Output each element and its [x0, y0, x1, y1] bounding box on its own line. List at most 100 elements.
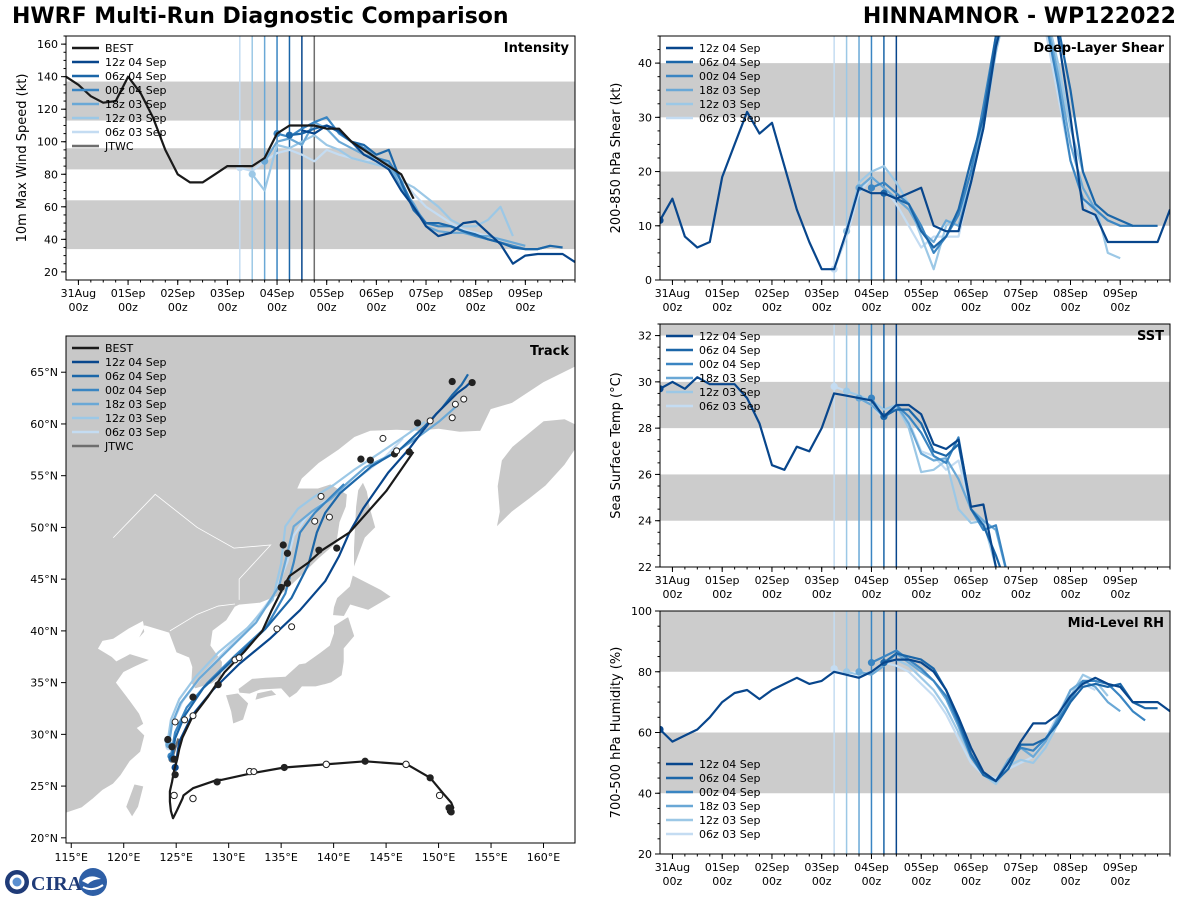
sst-xtick-date: 06Sep — [954, 574, 989, 587]
shear-xtick-date: 31Aug — [655, 287, 690, 300]
track-best-position — [405, 448, 413, 456]
intensity-legend-label-r12z04: 12z 04 Sep — [105, 56, 167, 69]
intensity-xtick-date: 01Sep — [111, 287, 146, 300]
shear-xtick-hour: 00z — [812, 301, 832, 314]
rh-legend-label-r12z03: 12z 03 Sep — [699, 814, 761, 827]
rh-xtick-date: 06Sep — [954, 861, 989, 874]
track-legend-label-r18z03: 18z 03 Sep — [105, 398, 167, 411]
track-ytick-label: 45°N — [30, 573, 58, 586]
track-forecast-position — [426, 417, 434, 425]
intensity-xtick-hour: 00z — [366, 301, 386, 314]
track-panel-title: Track — [530, 344, 569, 359]
track-legend-label-r06z04: 06z 04 Sep — [105, 370, 167, 383]
track-ytick-label: 40°N — [30, 625, 58, 638]
rh-xtick-date: 03Sep — [804, 861, 839, 874]
shear-xtick-date: 02Sep — [755, 287, 790, 300]
shear-panel-title: Deep-Layer Shear — [1033, 41, 1164, 56]
track-xtick-label: 150°E — [422, 851, 455, 864]
rh-ytick-label: 40 — [638, 787, 652, 800]
track-best-position — [315, 546, 323, 554]
sst-series-r12z04 — [660, 376, 998, 567]
rh-xtick-hour: 00z — [961, 875, 981, 888]
track-forecast-position — [393, 447, 401, 455]
sst-xtick-hour: 00z — [862, 588, 882, 601]
sst-xtick-hour: 00z — [712, 588, 732, 601]
rh-xtick-date: 09Sep — [1103, 861, 1138, 874]
rh-xtick-hour: 00z — [762, 875, 782, 888]
track-series-best — [168, 451, 455, 820]
intensity-xtick-hour: 00z — [217, 301, 237, 314]
shear-xtick-date: 04Sep — [854, 287, 889, 300]
sst-legend-label-r18z03: 18z 03 Sep — [699, 372, 761, 385]
track-ytick-label: 55°N — [30, 470, 58, 483]
track-ytick-label: 35°N — [30, 677, 58, 690]
sst-xtick-hour: 00z — [1011, 588, 1031, 601]
track-ytick-label: 60°N — [30, 418, 58, 431]
shear-xtick-date: 03Sep — [804, 287, 839, 300]
track-forecast-position — [250, 768, 258, 776]
sst-xtick-date: 07Sep — [1003, 574, 1038, 587]
track-forecast-position — [171, 718, 179, 726]
intensity-xtick-hour: 00z — [118, 301, 138, 314]
intensity-xtick-hour: 00z — [69, 301, 89, 314]
intensity-xtick-date: 03Sep — [210, 287, 245, 300]
track-best-position — [357, 455, 365, 463]
track-legend-label-r00z04: 00z 04 Sep — [105, 384, 167, 397]
intensity-legend-label-r06z03: 06z 03 Sep — [105, 126, 167, 139]
track-forecast-position — [189, 712, 197, 720]
track-best-position — [448, 377, 456, 386]
shear-xtick-date: 09Sep — [1103, 287, 1138, 300]
track-best-position — [283, 549, 292, 557]
shear-ytick-label: 10 — [638, 220, 652, 233]
track-ytick-label: 50°N — [30, 521, 58, 534]
sst-xtick-date: 08Sep — [1053, 574, 1088, 587]
intensity-ytick-label: 60 — [44, 201, 58, 214]
sakhalin-island — [353, 481, 377, 569]
sst-ytick-label: 32 — [638, 330, 652, 343]
shear-legend-label-r18z03: 18z 03 Sep — [699, 84, 761, 97]
intensity-init-marker-r12z03 — [248, 170, 256, 178]
sst-ytick-label: 26 — [638, 468, 652, 481]
track-forecast-position — [379, 434, 387, 442]
rh-xtick-date: 31Aug — [655, 861, 690, 874]
sst-frame — [659, 323, 1171, 568]
shear-legend-label-r06z04: 06z 04 Sep — [699, 56, 761, 69]
shear-ytick-label: 40 — [638, 57, 652, 70]
track-forecast-position — [451, 400, 459, 408]
cira-logo: CIRA — [5, 868, 107, 896]
track-xtick-label: 145°E — [369, 851, 402, 864]
sst-band-2 — [660, 324, 1170, 336]
rh-legend-label-r12z04: 12z 04 Sep — [699, 758, 761, 771]
track-forecast-position — [460, 395, 468, 403]
rh-ytick-label: 80 — [638, 666, 652, 679]
track-best-position — [277, 583, 285, 592]
track-best-position — [279, 541, 287, 549]
sst-legend-label-r12z04: 12z 04 Sep — [699, 330, 761, 343]
rh-ytick-label: 100 — [631, 605, 652, 618]
intensity-ytick-label: 80 — [44, 168, 58, 181]
sst-xtick-hour: 00z — [812, 588, 832, 601]
sst-xtick-date: 05Sep — [904, 574, 939, 587]
track-best-position — [445, 804, 453, 812]
rh-xtick-date: 07Sep — [1003, 861, 1038, 874]
track-best-position-open — [170, 791, 178, 800]
intensity-xtick-date: 08Sep — [458, 287, 493, 300]
rh-xtick-hour: 00z — [862, 875, 882, 888]
shear-xtick-hour: 00z — [1011, 301, 1031, 314]
rh-init-marker-r18z03 — [855, 668, 863, 676]
intensity-xtick-hour: 00z — [267, 301, 287, 314]
intensity-legend-label-r00z04: 00z 04 Sep — [105, 84, 167, 97]
track-legend-label-jtwc: JTWC — [104, 440, 134, 453]
track-xtick-label: 155°E — [474, 851, 507, 864]
sst-xtick-hour: 00z — [762, 588, 782, 601]
shear-xtick-hour: 00z — [961, 301, 981, 314]
track-best-position — [426, 774, 434, 782]
intensity-xtick-hour: 00z — [515, 301, 535, 314]
sst-init-marker-r12z03 — [842, 387, 851, 395]
intensity-xtick-date: 02Sep — [160, 287, 195, 300]
rh-xtick-date: 05Sep — [904, 861, 939, 874]
shear-xtick-hour: 00z — [1110, 301, 1130, 314]
sst-xtick-hour: 00z — [911, 588, 931, 601]
shear-xtick-hour: 00z — [663, 301, 683, 314]
